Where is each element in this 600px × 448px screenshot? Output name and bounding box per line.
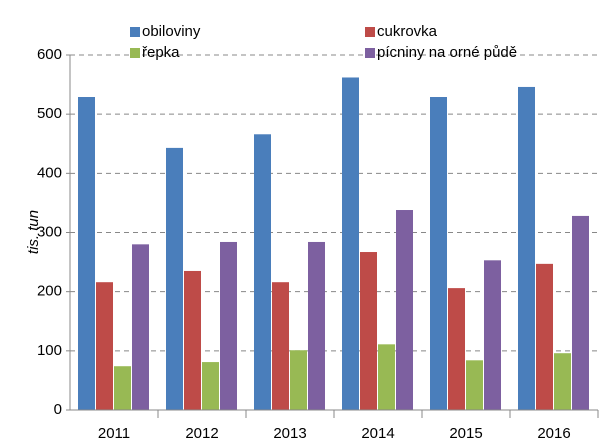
bar (78, 97, 95, 410)
bar (396, 210, 413, 410)
bar (272, 282, 289, 410)
x-tick-label: 2011 (98, 425, 130, 442)
bar (184, 270, 201, 410)
bar (466, 360, 483, 410)
bar (132, 244, 149, 410)
y-axis-label: tis. tun (25, 210, 42, 254)
bar (308, 241, 325, 410)
legend-label: obiloviny (142, 23, 201, 40)
bar (290, 350, 307, 410)
bar (536, 263, 553, 410)
legend-label: cukrovka (377, 23, 438, 40)
bar (254, 134, 271, 411)
y-tick-label: 200 (37, 283, 62, 300)
bar (448, 288, 465, 410)
legend-swatch (130, 27, 140, 37)
x-tick-label: 2016 (537, 425, 570, 442)
bar (430, 97, 447, 410)
legend-swatch (130, 48, 140, 58)
y-tick-label: 500 (37, 105, 62, 122)
bar (220, 241, 237, 410)
bar (114, 366, 131, 410)
y-tick-label: 400 (37, 164, 62, 181)
y-tick-label: 100 (37, 342, 62, 359)
x-tick-label: 2014 (361, 425, 394, 442)
bar (360, 252, 377, 410)
bar (484, 260, 501, 410)
bar (572, 215, 589, 410)
bar (378, 344, 395, 410)
bar (202, 362, 219, 410)
y-tick-label: 600 (37, 46, 62, 63)
y-tick-label: 0 (54, 401, 62, 418)
legend-label: pícniny na orné půdě (377, 44, 517, 61)
legend-swatch (365, 48, 375, 58)
bar (518, 86, 535, 410)
bar (342, 77, 359, 410)
bar (166, 147, 183, 410)
y-tick-label: 300 (37, 223, 62, 240)
x-tick-label: 2012 (185, 425, 218, 442)
x-tick-label: 2015 (449, 425, 482, 442)
legend-label: řepka (142, 44, 180, 61)
x-tick-label: 2013 (273, 425, 306, 442)
bar (96, 282, 113, 410)
legend-swatch (365, 27, 375, 37)
bar (554, 353, 571, 410)
